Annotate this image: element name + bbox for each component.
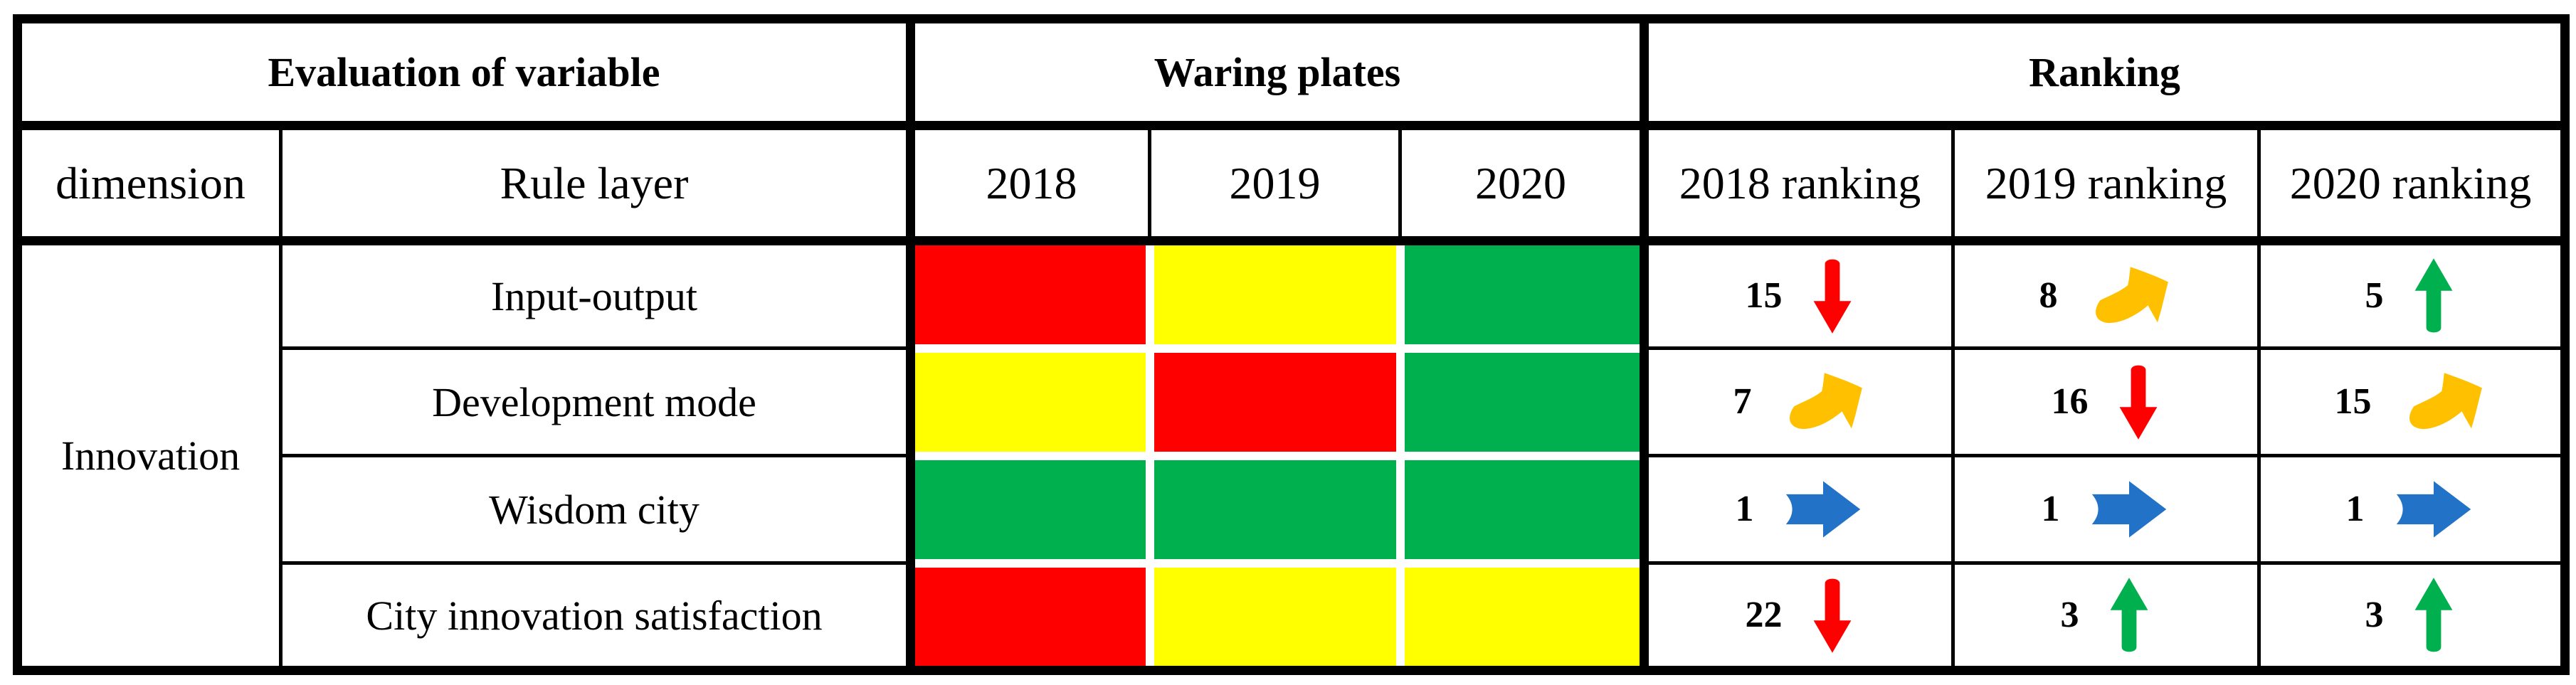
warning-plate-2019 (1145, 344, 1405, 460)
right-arrow-icon (2087, 476, 2171, 543)
ranking-cell-2019: 1 (1951, 454, 2261, 565)
ranking-value: 1 (2345, 489, 2365, 529)
ranking-cell-2018: 22 (1640, 561, 1955, 675)
ranking-value: 1 (1735, 489, 1754, 529)
warning-plate-2019 (1145, 451, 1405, 568)
ranking-cell-2019: 16 (1951, 346, 2261, 457)
up-arrow-icon (2106, 575, 2152, 656)
up-right-arrow-icon (2085, 261, 2173, 331)
col-header-2019: 2019 (1148, 124, 1402, 245)
ranking-value: 3 (2365, 595, 2384, 635)
table-row: Development mode 7 16 15 (18, 344, 2570, 460)
table-row: Wisdom city 1 1 1 (18, 451, 2570, 568)
trend-arrow (1781, 476, 1865, 543)
trend-arrow (1810, 255, 1855, 336)
trend-arrow (1779, 367, 1867, 437)
ranking-cell-2020: 15 (2257, 346, 2570, 457)
warning-plate-2018 (906, 451, 1154, 568)
rule-layer-cell: Wisdom city (279, 454, 915, 565)
up-right-arrow-icon (1779, 367, 1867, 437)
ranking-value: 5 (2365, 275, 2384, 316)
up-arrow-icon (2411, 255, 2456, 336)
trend-arrow (2411, 575, 2456, 656)
col-header-rule-layer: Rule layer (279, 124, 915, 245)
ranking-cell-2018: 7 (1640, 346, 1955, 457)
down-arrow-icon (2116, 361, 2161, 442)
col-header-2020-ranking: 2020 ranking (2257, 124, 2570, 245)
column-header-row: dimension Rule layer 2018 2019 2020 2018… (13, 124, 2570, 245)
ranking-value: 1 (2041, 489, 2060, 529)
ranking-cell-2020: 3 (2257, 561, 2570, 675)
rule-layer-cell: Input-output (279, 239, 915, 350)
col-header-2020: 2020 (1398, 124, 1649, 245)
right-arrow-icon (2392, 476, 2476, 543)
ranking-value: 7 (1733, 381, 1752, 422)
warning-plate-2019 (1145, 558, 1405, 675)
trend-arrow (2106, 575, 2152, 656)
warning-plate-2020 (1395, 451, 1649, 568)
ranking-value: 16 (2051, 381, 2089, 422)
col-header-2018: 2018 (909, 124, 1151, 245)
warning-plate-2019 (1145, 236, 1405, 353)
ranking-cell-2019: 8 (1951, 239, 2261, 350)
header-waring-plates: Waring plates (905, 14, 1649, 130)
rule-layer-cell: Development mode (279, 346, 915, 457)
col-header-dimension: dimension (13, 124, 283, 245)
trend-arrow (2087, 476, 2171, 543)
trend-arrow (2085, 261, 2173, 331)
table-row: City innovation satisfaction 22 3 3 (18, 558, 2570, 675)
right-arrow-icon (1781, 476, 1865, 543)
trend-arrow (2116, 361, 2161, 442)
warning-plate-2018 (906, 558, 1154, 675)
down-arrow-icon (1810, 255, 1855, 336)
trend-arrow (1810, 575, 1855, 656)
ranking-value: 8 (2039, 275, 2058, 316)
up-arrow-icon (2411, 575, 2456, 656)
ranking-value: 15 (1745, 275, 1783, 316)
header-ranking: Ranking (1640, 14, 2570, 130)
table-row: Innovation Input-output 15 8 5 (13, 236, 2570, 675)
trend-arrow (2399, 367, 2487, 437)
warning-plate-2020 (1395, 236, 1649, 353)
ranking-cell-2019: 3 (1951, 561, 2261, 675)
warning-plate-2020 (1395, 344, 1649, 460)
header-evaluation-of-variable: Evaluation of variable (13, 14, 915, 130)
ranking-value: 15 (2334, 381, 2372, 422)
col-header-2019-ranking: 2019 ranking (1951, 124, 2261, 245)
ranking-cell-2018: 1 (1640, 454, 1955, 565)
trend-arrow (2411, 255, 2456, 336)
rule-layer-cell: City innovation satisfaction (279, 561, 915, 675)
down-arrow-icon (1810, 575, 1855, 656)
trend-arrow (2392, 476, 2476, 543)
col-header-2018-ranking: 2018 ranking (1642, 124, 1955, 245)
header-group-row: Evaluation of variable Waring plates Ran… (13, 14, 2570, 130)
ranking-value: 22 (1745, 595, 1783, 635)
warning-plate-2020 (1395, 558, 1649, 675)
ranking-value: 3 (2060, 595, 2079, 635)
warning-plate-2018 (906, 236, 1154, 353)
evaluation-table: Evaluation of variable Waring plates Ran… (13, 14, 2570, 675)
warning-plate-2018 (906, 344, 1154, 460)
ranking-cell-2018: 15 (1640, 239, 1955, 350)
dimension-cell-innovation: Innovation (13, 239, 283, 675)
up-right-arrow-icon (2399, 367, 2487, 437)
ranking-cell-2020: 5 (2257, 239, 2570, 350)
ranking-cell-2020: 1 (2257, 454, 2570, 565)
